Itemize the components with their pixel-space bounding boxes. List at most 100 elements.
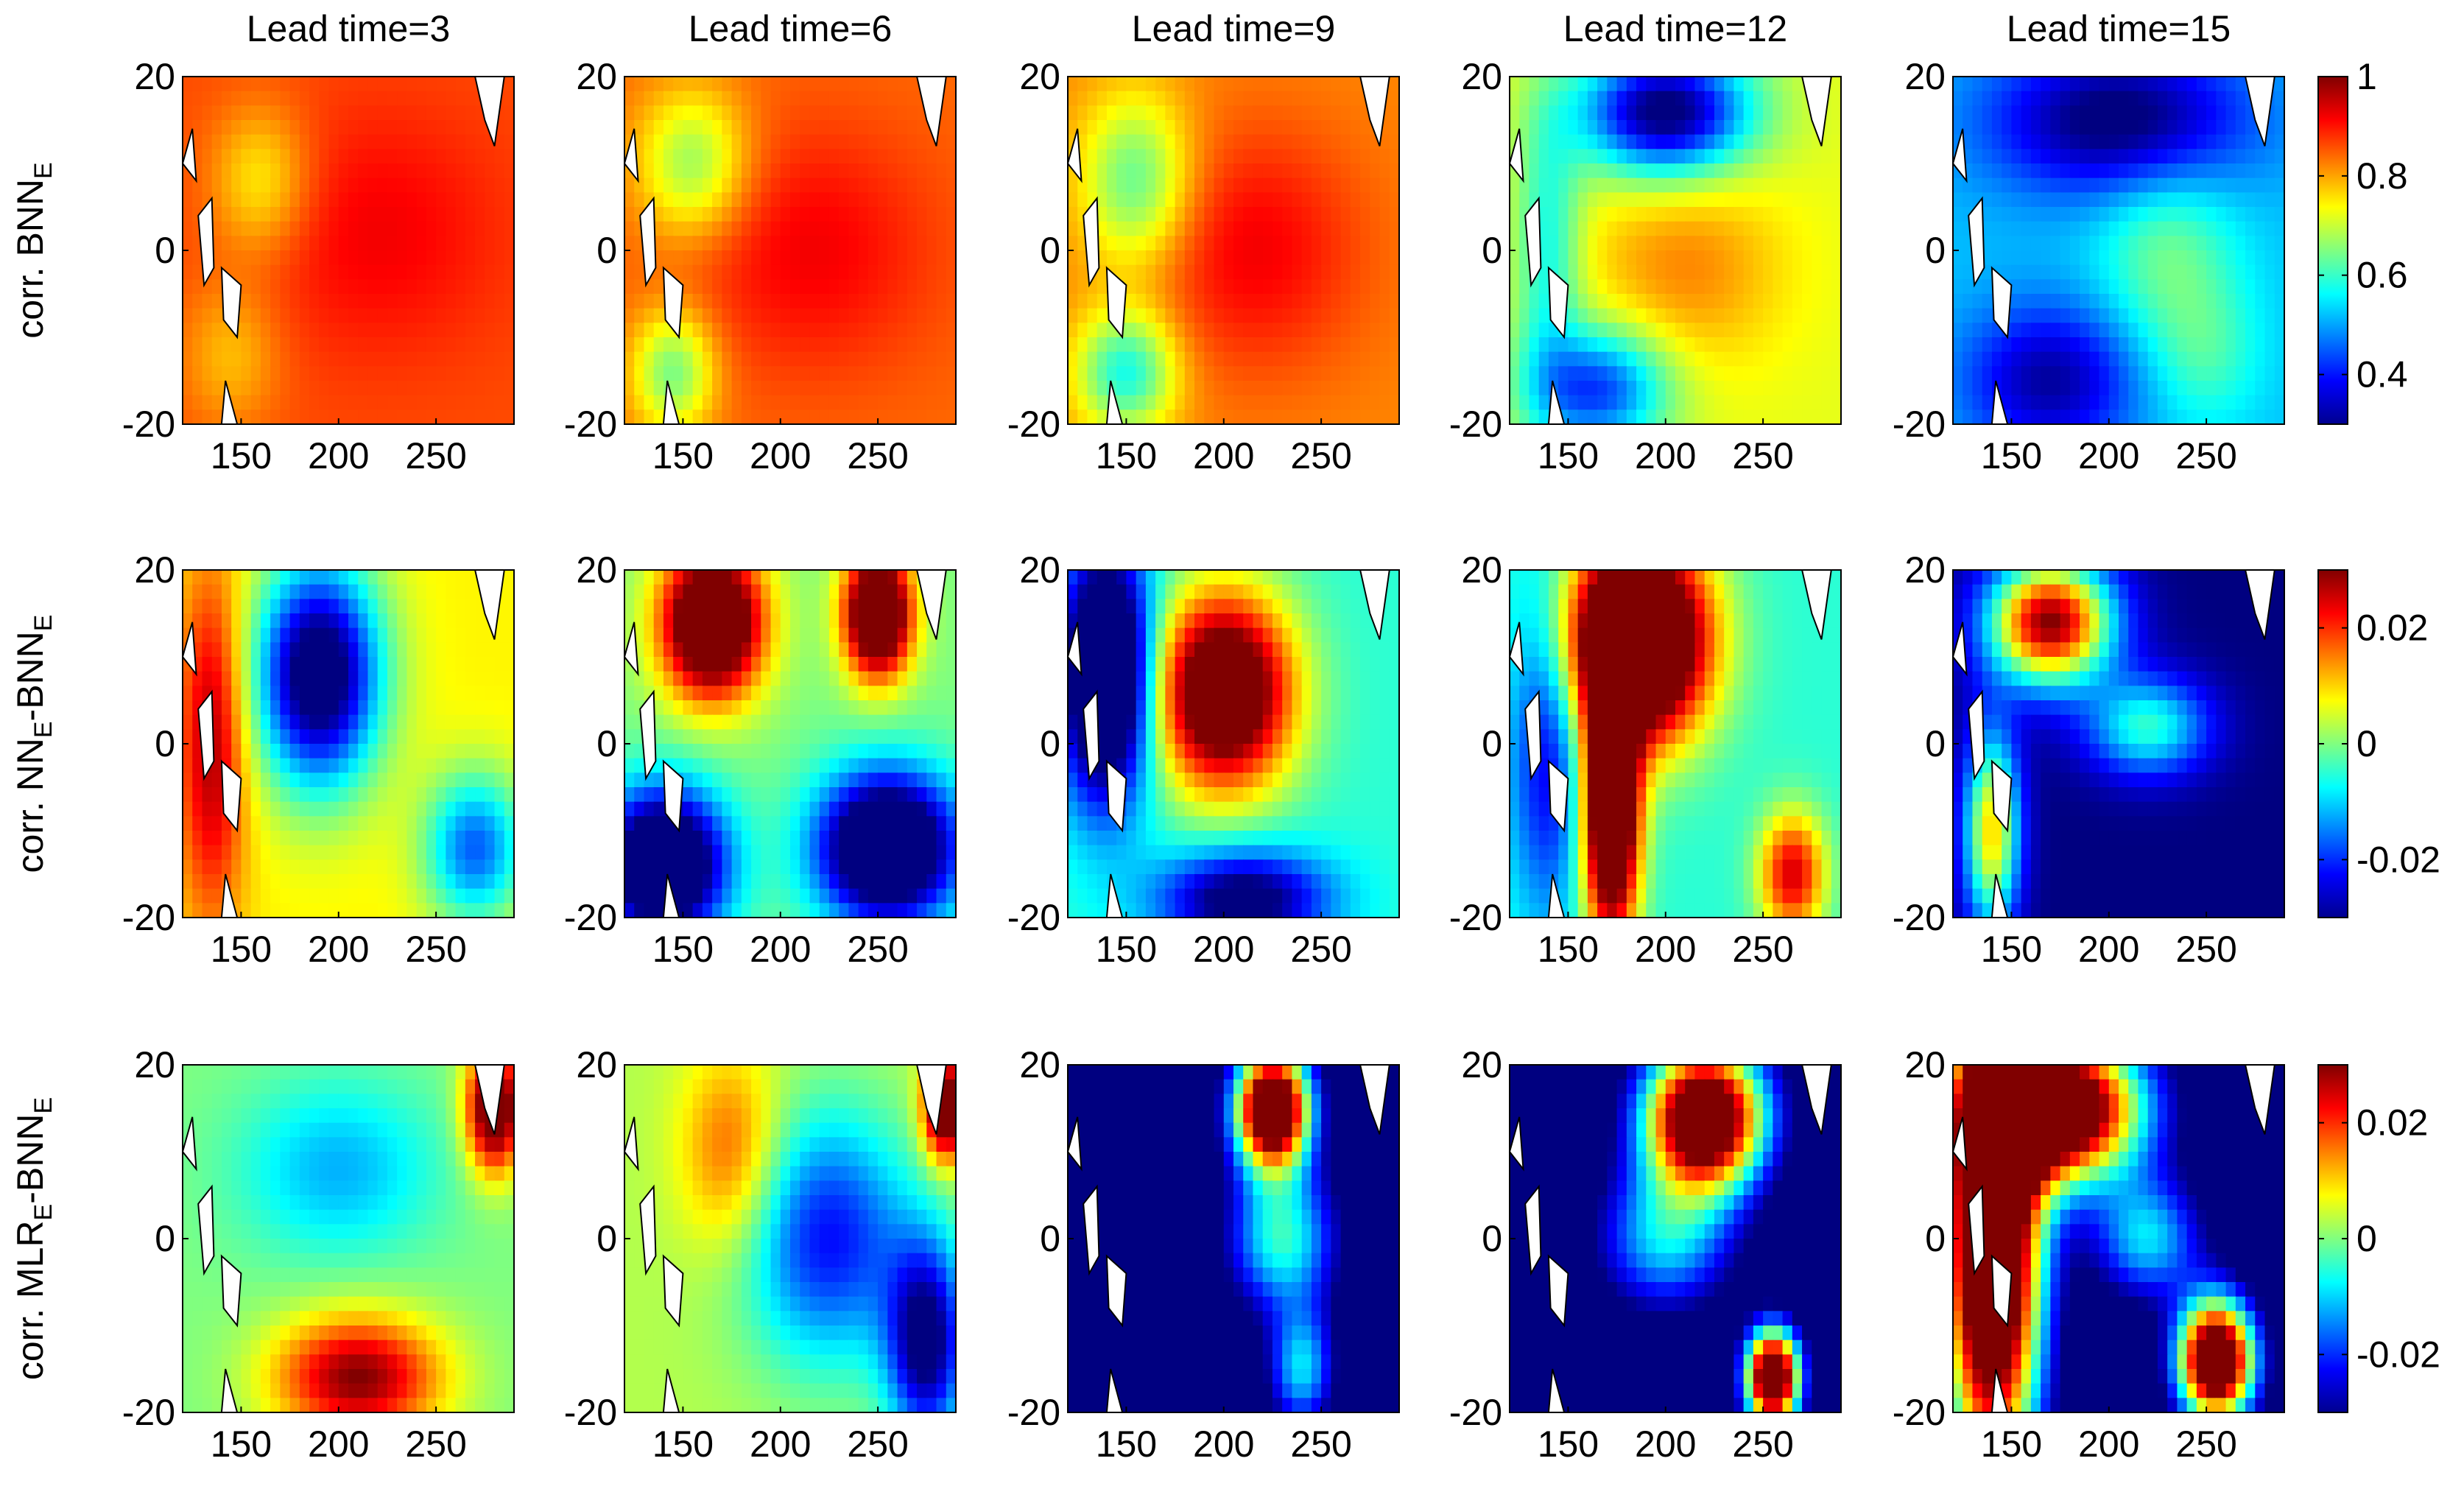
- heatmap-cell: [839, 177, 850, 194]
- heatmap-cell: [1685, 366, 1696, 381]
- heatmap-cell: [192, 134, 203, 150]
- heatmap-cell: [2196, 337, 2207, 353]
- heatmap-cell: [1233, 177, 1245, 194]
- heatmap-cell: [250, 831, 261, 846]
- heatmap-cell: [426, 642, 437, 658]
- heatmap-cell: [770, 192, 781, 208]
- heatmap-cell: [2002, 351, 2013, 367]
- heatmap-cell: [455, 845, 466, 861]
- heatmap-cell: [416, 831, 427, 846]
- heatmap-cell: [2138, 120, 2149, 135]
- heatmap-cell: [722, 163, 733, 179]
- heatmap-cell: [2255, 409, 2266, 425]
- heatmap-cell: [761, 177, 772, 194]
- heatmap-cell: [1175, 366, 1186, 381]
- heatmap-cell: [211, 845, 222, 861]
- heatmap-cell: [2089, 91, 2100, 107]
- heatmap-cell: [280, 816, 291, 831]
- heatmap-cell: [1311, 409, 1322, 425]
- heatmap-cell: [2196, 177, 2207, 194]
- heatmap-cell: [946, 105, 957, 121]
- heatmap-cell: [348, 859, 359, 875]
- heatmap-cell: [1568, 308, 1579, 324]
- heatmap-cell: [465, 700, 476, 716]
- heatmap-cell: [260, 409, 271, 425]
- heatmap-cell: [2235, 120, 2246, 135]
- heatmap-cell: [1763, 409, 1774, 425]
- heatmap-cell: [1311, 264, 1322, 281]
- heatmap-cell: [436, 395, 447, 411]
- heatmap-cell: [426, 105, 437, 121]
- heatmap-cell: [436, 584, 447, 600]
- heatmap-cell: [299, 221, 310, 237]
- heatmap-cell: [270, 351, 281, 367]
- heatmap-cell: [692, 395, 703, 411]
- heatmap-cell: [692, 323, 703, 338]
- heatmap-cell: [426, 264, 437, 281]
- heatmap-cell: [1194, 91, 1205, 107]
- heatmap-cell: [1214, 395, 1225, 411]
- heatmap-cell: [867, 250, 879, 266]
- heatmap-cell: [702, 337, 713, 353]
- heatmap-cell: [2108, 351, 2119, 367]
- heatmap-cell: [2216, 381, 2227, 396]
- heatmap-cell: [299, 787, 310, 803]
- heatmap-cell: [2177, 149, 2188, 164]
- heatmap-cell: [211, 627, 222, 644]
- heatmap-cell: [406, 772, 418, 788]
- heatmap-cell: [1223, 337, 1234, 353]
- heatmap-cell: [790, 91, 801, 107]
- heatmap-cell: [367, 294, 379, 309]
- heatmap-cell: [260, 134, 271, 150]
- heatmap-cell: [1301, 149, 1312, 164]
- heatmap-cell: [1331, 120, 1342, 135]
- heatmap-cell: [1991, 236, 2002, 251]
- heatmap-cell: [406, 91, 418, 107]
- heatmap-cell: [231, 758, 242, 774]
- heatmap-cell: [1733, 192, 1745, 208]
- heatmap-cell: [2119, 308, 2130, 324]
- heatmap-cell: [702, 409, 713, 425]
- heatmap-cell: [1802, 120, 1813, 135]
- heatmap-cell: [741, 381, 752, 396]
- heatmap-cell: [751, 120, 762, 135]
- heatmap-cell: [1184, 250, 1195, 266]
- heatmap-cell: [1311, 294, 1322, 309]
- heatmap-cell: [250, 671, 261, 687]
- heatmap-cell: [250, 323, 261, 338]
- heatmap-cell: [1204, 207, 1215, 222]
- heatmap-cell: [1389, 323, 1400, 338]
- heatmap-cell: [2060, 221, 2071, 237]
- heatmap-cell: [1311, 250, 1322, 266]
- heatmap-cell: [867, 395, 879, 411]
- heatmap-cell: [2021, 105, 2032, 121]
- heatmap-cell: [348, 366, 359, 381]
- heatmap-cell: [1243, 250, 1254, 266]
- heatmap-cell: [250, 686, 261, 701]
- heatmap-cell: [2206, 409, 2217, 425]
- heatmap-cell: [1360, 177, 1371, 194]
- heatmap-cell: [426, 149, 437, 164]
- heatmap-cell: [1243, 366, 1254, 381]
- heatmap-cell: [1292, 351, 1303, 367]
- heatmap-cell: [702, 366, 713, 381]
- heatmap-cell: [712, 192, 723, 208]
- heatmap-cell: [1782, 250, 1793, 266]
- heatmap-cell: [465, 671, 476, 687]
- heatmap-cell: [1233, 77, 1245, 92]
- heatmap-cell: [377, 77, 388, 92]
- heatmap-cell: [260, 120, 271, 135]
- heatmap-cell: [1953, 177, 1964, 194]
- heatmap-cell: [2080, 264, 2091, 281]
- heatmap-cell: [1773, 351, 1784, 367]
- heatmap-cell: [455, 859, 466, 875]
- heatmap-cell: [1331, 409, 1342, 425]
- heatmap-cell: [1704, 91, 1715, 107]
- heatmap-cell: [1607, 294, 1618, 309]
- heatmap-cell: [712, 308, 723, 324]
- heatmap-cell: [2069, 381, 2080, 396]
- heatmap-cell: [426, 700, 437, 716]
- heatmap-cell: [1792, 91, 1803, 107]
- heatmap-cell: [1360, 395, 1371, 411]
- heatmap-cell: [878, 337, 889, 353]
